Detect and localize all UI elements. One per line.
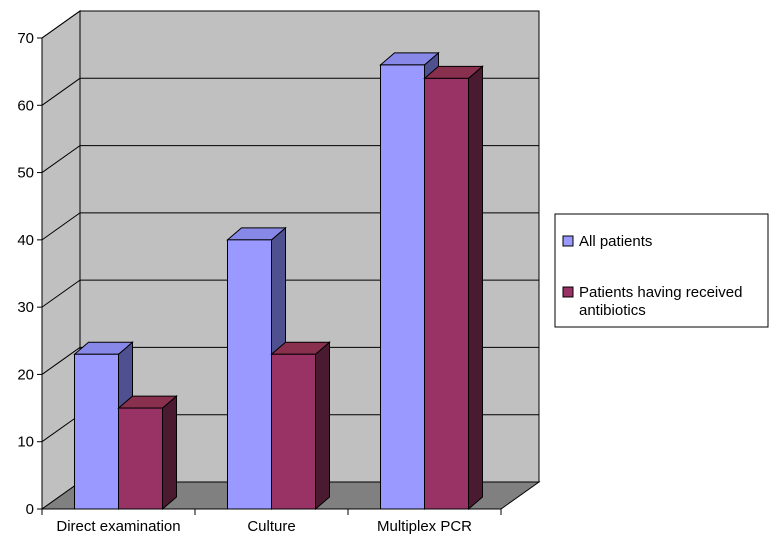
y-tick-label-20: 20 xyxy=(17,366,34,383)
bar-all-patients-multiplex-pcr xyxy=(380,64,425,510)
y-tick-label-0: 0 xyxy=(26,501,34,518)
legend-label-all-patients: All patients xyxy=(579,233,652,250)
bar-patients-having-received-antibiotics-multiplex-pcr xyxy=(424,77,469,510)
bar-patients-having-received-antibiotics-direct-examination-side xyxy=(162,394,177,511)
bars xyxy=(73,51,484,511)
bar-all-patients-direct-examination xyxy=(74,353,119,510)
x-tick-label-direct-examination: Direct examination xyxy=(56,518,180,535)
bar-patients-having-received-antibiotics-culture xyxy=(271,353,316,510)
bar-all-patients-culture xyxy=(227,239,272,510)
y-tick-label-10: 10 xyxy=(17,434,34,451)
y-tick-label-70: 70 xyxy=(17,30,34,47)
y-tick-label-60: 60 xyxy=(17,97,34,114)
y-tick-label-40: 40 xyxy=(17,232,34,249)
axis-labels: 0 10 20 30 40 50 60 70 Direct examination Culture… xyxy=(17,30,472,535)
legend-label-patients-having-received-antibiotics: Patients having received antibiotics xyxy=(579,284,742,319)
legend-box xyxy=(554,213,769,328)
legend: All patients Patients having received anti… xyxy=(554,213,769,328)
legend-swatch-patients-having-received-antibiotics xyxy=(562,286,574,298)
bar-patients-having-received-antibiotics-multiplex-pcr-side xyxy=(468,65,483,511)
y-tick-label-30: 30 xyxy=(17,299,34,316)
x-tick-label-culture: Culture xyxy=(247,518,295,535)
x-tick-label-multiplex-pcr: Multiplex PCR xyxy=(377,518,472,535)
y-tick-label-50: 50 xyxy=(17,165,34,182)
bar-patients-having-received-antibiotics-culture-side xyxy=(315,341,330,511)
gridline-70 xyxy=(41,10,539,39)
legend-swatch-all-patients xyxy=(562,235,574,247)
bar-patients-having-received-antibiotics-direct-examination xyxy=(118,407,163,510)
